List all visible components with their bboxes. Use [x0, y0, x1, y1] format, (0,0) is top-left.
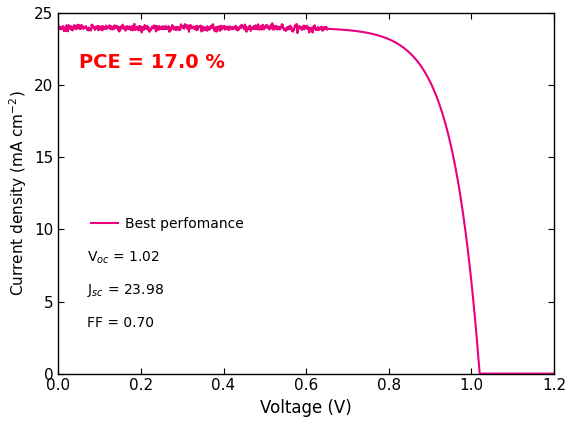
Text: J$_{sc}$ = 23.98: J$_{sc}$ = 23.98 — [87, 282, 164, 299]
Text: V$_{oc}$ = 1.02: V$_{oc}$ = 1.02 — [87, 249, 160, 265]
X-axis label: Voltage (V): Voltage (V) — [260, 399, 352, 417]
Text: PCE = 17.0 %: PCE = 17.0 % — [79, 53, 225, 72]
Text: FF = 0.70: FF = 0.70 — [87, 316, 154, 330]
Y-axis label: Current density (mA cm$^{-2}$): Current density (mA cm$^{-2}$) — [7, 90, 29, 296]
Legend: Best perfomance: Best perfomance — [85, 211, 250, 236]
